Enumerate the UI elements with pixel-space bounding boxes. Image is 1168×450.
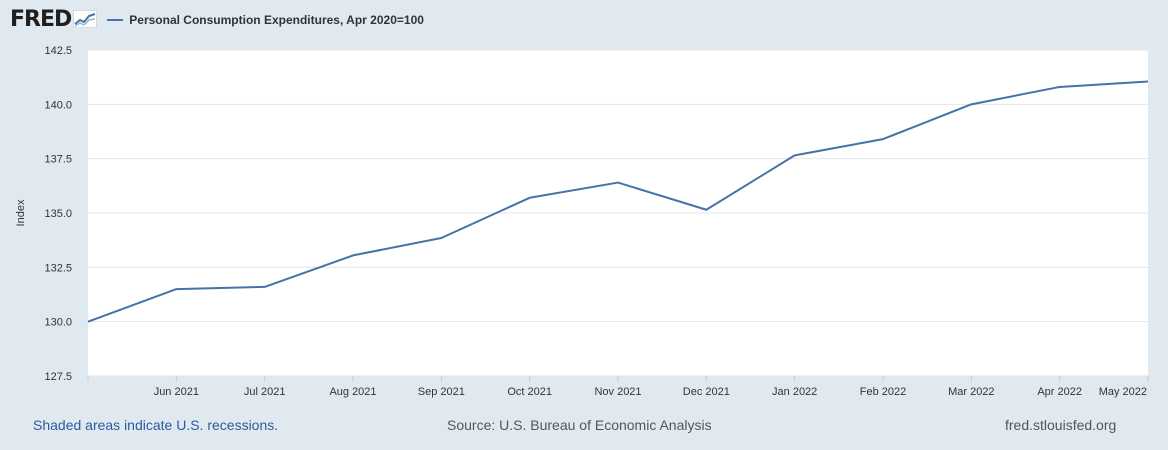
series-lines: [86, 79, 1151, 324]
data-point[interactable]: [174, 287, 179, 292]
x-tick-label: Jan 2022: [772, 386, 817, 398]
data-point[interactable]: [351, 253, 356, 258]
y-tick-label: 140.0: [44, 99, 72, 111]
data-point[interactable]: [439, 235, 444, 240]
chart-header: FRED Personal Consumption Expenditures, …: [10, 6, 424, 34]
x-tick-label: Mar 2022: [948, 386, 994, 398]
data-point[interactable]: [792, 153, 797, 158]
data-point[interactable]: [1057, 84, 1062, 89]
x-tick-label: Aug 2021: [329, 386, 376, 398]
legend-label: Personal Consumption Expenditures, Apr 2…: [129, 13, 424, 27]
site-url: fred.stlouisfed.org: [1005, 417, 1117, 433]
x-tick-label: May 2022: [1099, 386, 1147, 398]
x-tick-label: Feb 2022: [860, 386, 906, 398]
data-point[interactable]: [616, 180, 621, 185]
x-tick-label: Jun 2021: [154, 386, 199, 398]
data-point[interactable]: [86, 319, 91, 324]
data-point[interactable]: [262, 284, 267, 289]
data-point[interactable]: [704, 207, 709, 212]
y-tick-label: 130.0: [44, 317, 72, 329]
fred-logo[interactable]: FRED: [10, 7, 72, 32]
x-tick-label: Dec 2021: [683, 386, 730, 398]
data-point[interactable]: [881, 137, 886, 142]
line-chart: 127.5 130.0 132.5 135.0 137.5 140.0 142.5 Jun …: [15, 45, 1151, 398]
recessions-note-link[interactable]: Shaded areas indicate U.S. recessions.: [33, 417, 279, 433]
data-point[interactable]: [1146, 79, 1151, 84]
y-tick-label: 137.5: [44, 154, 72, 166]
source-text: Source: U.S. Bureau of Economic Analysis: [447, 417, 712, 433]
chart-legend: Personal Consumption Expenditures, Apr 2…: [107, 13, 424, 27]
y-tick-label: 132.5: [44, 262, 72, 274]
x-tick-label: Oct 2021: [507, 386, 552, 398]
data-point[interactable]: [527, 195, 532, 200]
y-axis-ticks: 127.5 130.0 132.5 135.0 137.5 140.0 142.5: [44, 45, 72, 383]
x-axis-ticks: Jun 2021 Jul 2021 Aug 2021 Sep 2021 Oct 2021…: [87, 376, 1149, 398]
legend-swatch: [107, 19, 124, 21]
series-line: [87, 80, 1149, 323]
x-tick-label: Apr 2022: [1037, 386, 1082, 398]
x-tick-label: Sep 2021: [418, 386, 465, 398]
y-axis-label: Index: [15, 199, 27, 226]
x-tick-label: Nov 2021: [594, 386, 641, 398]
y-tick-label: 127.5: [44, 371, 72, 383]
x-tick-label: Jul 2021: [244, 386, 286, 398]
y-tick-label: 135.0: [44, 208, 72, 220]
data-point[interactable]: [969, 102, 974, 107]
y-tick-label: 142.5: [44, 45, 72, 57]
